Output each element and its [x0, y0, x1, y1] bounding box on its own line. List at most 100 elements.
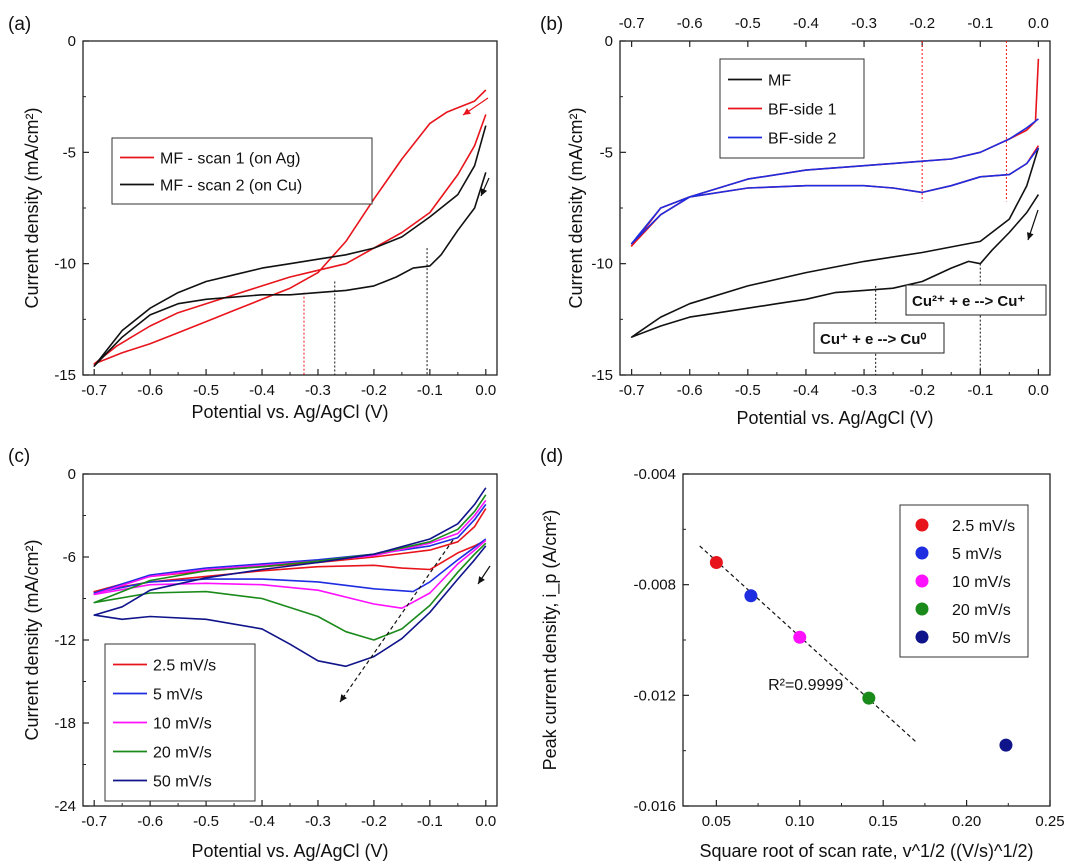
- y-tick-label: -12: [54, 632, 76, 649]
- x-tick-label: 0.0: [475, 382, 496, 399]
- panel-label: (d): [540, 446, 563, 467]
- x-tick-label: -0.5: [193, 813, 219, 830]
- x-tick-label-top: 0.0: [1028, 15, 1049, 32]
- x-tick-label: -0.3: [305, 813, 331, 830]
- y-tick-label: -24: [54, 798, 76, 815]
- data-point-1: [709, 556, 723, 570]
- series-line-1: [93, 89, 487, 365]
- fit-line: [699, 545, 917, 743]
- legend-label: BF-side 2: [768, 131, 837, 148]
- panel-4: (d) 0.05 0.10 0.15 0.20 0.25 -0.004 -0.008 -0.01…: [540, 446, 1065, 861]
- x-tick-label: -0.4: [249, 382, 275, 399]
- x-tick-label-top: -0.6: [677, 15, 703, 32]
- series-line-1: [630, 147, 1040, 338]
- data-point-5: [999, 738, 1013, 752]
- panel-label: (a): [8, 14, 31, 35]
- y-tick-label: -10: [591, 256, 613, 273]
- x-axis-label: Potential vs. Ag/AgCl (V): [736, 408, 933, 428]
- legend-box: [111, 137, 373, 205]
- x-tick-label: -0.6: [677, 382, 703, 399]
- y-tick-label: 0: [605, 33, 613, 50]
- y-tick-label: 0: [68, 466, 76, 483]
- panel-label: (b): [540, 14, 563, 35]
- x-tick-label: -0.2: [361, 382, 387, 399]
- legend-marker: [915, 546, 929, 560]
- x-axis-label: Potential vs. Ag/AgCl (V): [191, 841, 388, 861]
- annotation-box: [905, 284, 1047, 316]
- legend-label: MF - scan 1 (on Ag): [160, 151, 301, 168]
- y-tick-label: -10: [54, 256, 76, 273]
- peak-shift-arrow: [339, 539, 454, 703]
- scan-direction-arrow-head: [480, 188, 488, 196]
- series-line-1: [93, 508, 487, 593]
- y-tick-label: -0.004: [633, 466, 676, 483]
- x-tick-label: -0.4: [249, 813, 275, 830]
- series-line-3: [630, 118, 1040, 245]
- y-tick-label: -15: [54, 367, 76, 384]
- legend-label: 50 mV/s: [952, 630, 1011, 647]
- legend-label: 2.5 mV/s: [952, 518, 1015, 535]
- x-tick-label: 0.20: [952, 813, 981, 830]
- annotation-text: Cu²⁺ + e --> Cu⁺: [912, 293, 1025, 310]
- plot-frame: [82, 40, 498, 376]
- scan-direction-arrow-red-head: [463, 108, 471, 115]
- y-tick-label: -0.012: [633, 687, 676, 704]
- panel-1: (a) -0.7 -0.6 -0.5 -0.4 -0.3 -0.2 -0.1 0.0 0 -5 -10…: [8, 14, 498, 422]
- x-tick-label: 0.0: [1028, 382, 1049, 399]
- annotation-text: Cu⁺ + e --> Cu⁰: [820, 331, 926, 348]
- x-tick-label: -0.4: [793, 382, 819, 399]
- legend-label: 10 mV/s: [153, 716, 212, 733]
- y-axis-label: Current density (mA/cm²): [566, 107, 586, 308]
- y-tick-label: 0: [68, 33, 76, 50]
- legend-label: BF-side 1: [768, 102, 837, 119]
- panel-2: (b) -0.7 -0.7 -0.6 -0.6 -0.5 -0.5 -0.4 -0.4 -0.3 -…: [540, 14, 1051, 428]
- x-axis-label: Square root of scan rate, v^1/2 ((V/s)^1…: [699, 841, 1033, 861]
- scan-direction-arrow-b-head: [1026, 232, 1034, 240]
- legend-marker: [915, 574, 929, 588]
- data-point-2: [744, 589, 758, 603]
- x-tick-label: 0.25: [1035, 813, 1064, 830]
- x-axis-label: Potential vs. Ag/AgCl (V): [191, 402, 388, 422]
- series-line-5: [93, 487, 487, 668]
- y-tick-label: -6: [63, 549, 76, 566]
- series-line-4: [93, 494, 487, 641]
- panel-3: (c) -0.7 -0.6 -0.5 -0.4 -0.3 -0.2 -0.1 0.0 0 -6 -12…: [8, 446, 498, 861]
- x-tick-label: -0.5: [193, 382, 219, 399]
- x-tick-label: -0.6: [137, 382, 163, 399]
- x-tick-label: -0.7: [81, 813, 107, 830]
- legend-marker: [915, 630, 929, 644]
- y-axis-label: Current density (mA/cm²): [22, 107, 42, 308]
- x-tick-label: -0.2: [909, 382, 935, 399]
- x-tick-label-top: -0.4: [793, 15, 819, 32]
- x-tick-label: -0.7: [619, 382, 645, 399]
- y-axis-label: Peak current density, i_p (A/cm²): [540, 510, 561, 771]
- y-tick-label: -0.008: [633, 577, 676, 594]
- legend-marker: [915, 518, 929, 532]
- y-tick-label: -0.016: [633, 798, 676, 815]
- x-tick-label: -0.7: [81, 382, 107, 399]
- legend-label: 5 mV/s: [952, 546, 1002, 563]
- x-tick-label-top: -0.1: [967, 15, 993, 32]
- legend-marker: [915, 602, 929, 616]
- x-tick-label-top: -0.3: [851, 15, 877, 32]
- y-tick-label: -5: [63, 144, 76, 161]
- legend-label: 5 mV/s: [153, 687, 203, 704]
- legend-label: MF: [768, 73, 791, 90]
- series-line-2: [93, 503, 487, 594]
- legend-label: 10 mV/s: [952, 574, 1011, 591]
- y-tick-label: -15: [591, 367, 613, 384]
- series-line-3: [93, 499, 487, 609]
- legend-label: 20 mV/s: [952, 602, 1011, 619]
- x-tick-label: -0.1: [417, 813, 443, 830]
- x-tick-label-top: -0.5: [735, 15, 761, 32]
- x-tick-label-top: -0.2: [909, 15, 935, 32]
- y-tick-label: -18: [54, 715, 76, 732]
- data-point-4: [862, 691, 876, 705]
- y-axis-label: Current density (mA/cm²): [22, 539, 42, 740]
- panel-label: (c): [8, 446, 30, 467]
- x-tick-label: -0.3: [305, 382, 331, 399]
- annotation-box: [813, 322, 945, 354]
- x-tick-label: 0.15: [869, 813, 898, 830]
- x-tick-label: 0.0: [475, 813, 496, 830]
